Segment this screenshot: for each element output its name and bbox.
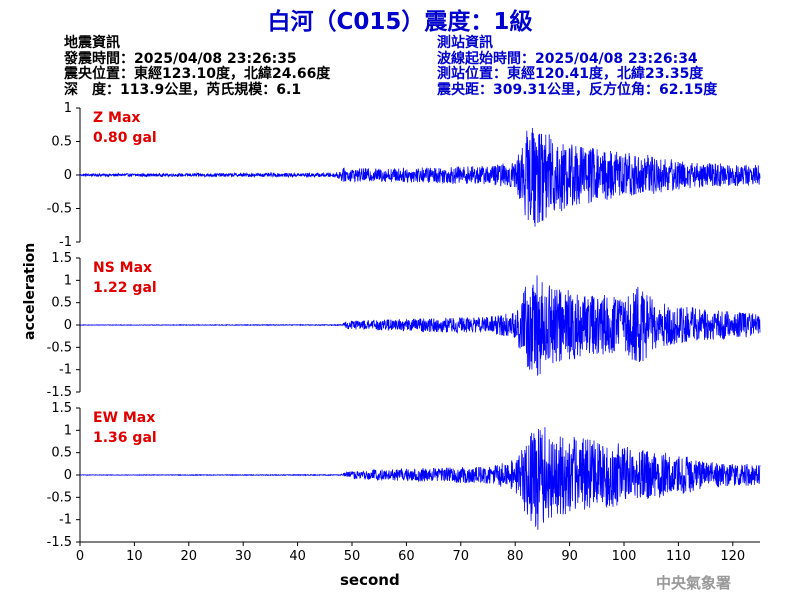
z-y-tick-label: -0.5 xyxy=(47,202,72,217)
z-y-tick-label: -1 xyxy=(59,235,72,250)
station-wave-start: 波線起始時間：2025/04/08 23:26:34 xyxy=(437,50,698,67)
ew-waveform-line xyxy=(79,427,761,530)
x-tick-label: 70 xyxy=(453,549,470,564)
ew-y-tick-label: -1.5 xyxy=(47,535,72,550)
ns-y-tick-label: 0 xyxy=(64,318,72,333)
ew-y-tick-label: 1 xyxy=(64,423,72,438)
ns-max-label: NS Max 1.22 gal xyxy=(93,258,157,298)
x-tick-label: 80 xyxy=(507,549,524,564)
x-tick-label: 100 xyxy=(612,549,637,564)
z-y-tick-label: 0 xyxy=(64,168,72,183)
ns-y-tick-label: 0.5 xyxy=(51,296,72,311)
ns-y-tick-label: -1.5 xyxy=(47,385,72,400)
event-info: 地震資訊 發震時間：2025/04/08 23:26:35 震央位置：東經123… xyxy=(64,35,331,98)
x-tick-label: 110 xyxy=(666,549,691,564)
page-title: 白河（C015）震度：1級 xyxy=(267,9,533,35)
ns-y-tick-label: 1.5 xyxy=(51,251,72,266)
x-tick-label: 30 xyxy=(235,549,252,564)
station-distance: 震央距：309.31公里，反方位角：62.15度 xyxy=(437,81,718,98)
ns-max-title: NS Max xyxy=(93,260,153,276)
y-axis-label: acceleration xyxy=(22,242,38,340)
ns-waveform-line xyxy=(79,275,761,376)
ew-y-tick-label: 0 xyxy=(64,468,72,483)
z-max-label: Z Max 0.80 gal xyxy=(93,108,157,148)
ns-y-tick-label: -1 xyxy=(59,363,72,378)
station-info: 測站資訊 波線起始時間：2025/04/08 23:26:34 測站位置：東經1… xyxy=(437,35,718,98)
event-depth-magnitude: 深 度：113.9公里，芮氏規模：6.1 xyxy=(64,81,302,98)
ew-y-tick-label: -0.5 xyxy=(47,490,72,505)
x-tick-label: 20 xyxy=(181,549,198,564)
x-tick-label: 120 xyxy=(720,549,745,564)
ew-max-title: EW Max xyxy=(93,410,156,426)
credit-label: 中央氣象署 xyxy=(656,574,732,592)
x-tick-label: 40 xyxy=(289,549,306,564)
x-tick-label: 90 xyxy=(561,549,578,564)
ew-max-label: EW Max 1.36 gal xyxy=(93,408,157,448)
event-info-heading: 地震資訊 xyxy=(64,35,120,51)
ew-max-value: 1.36 gal xyxy=(93,430,157,446)
event-epicenter: 震央位置：東經123.10度，北緯24.66度 xyxy=(64,66,331,82)
x-axis-label: second xyxy=(340,571,400,589)
ns-max-value: 1.22 gal xyxy=(93,280,157,296)
x-tick-label: 50 xyxy=(344,549,361,564)
station-location: 測站位置：東經120.41度，北緯23.35度 xyxy=(437,66,704,82)
ew-y-tick-label: -1 xyxy=(59,513,72,528)
x-tick-label: 0 xyxy=(76,549,84,564)
ew-y-tick-label: 0.5 xyxy=(51,446,72,461)
x-tick-label: 60 xyxy=(398,549,415,564)
ns-y-tick-label: -0.5 xyxy=(47,340,72,355)
z-max-title: Z Max xyxy=(93,110,141,126)
event-origin-time: 發震時間：2025/04/08 23:26:35 xyxy=(64,50,297,67)
z-y-tick-label: 1 xyxy=(64,101,72,116)
x-tick-label: 10 xyxy=(126,549,143,564)
station-info-heading: 測站資訊 xyxy=(437,35,493,51)
z-waveform-line xyxy=(79,127,761,227)
z-y-tick-label: 0.5 xyxy=(51,135,72,150)
ns-y-tick-label: 1 xyxy=(64,273,72,288)
ew-y-tick-label: 1.5 xyxy=(51,401,72,416)
z-max-value: 0.80 gal xyxy=(93,130,157,146)
